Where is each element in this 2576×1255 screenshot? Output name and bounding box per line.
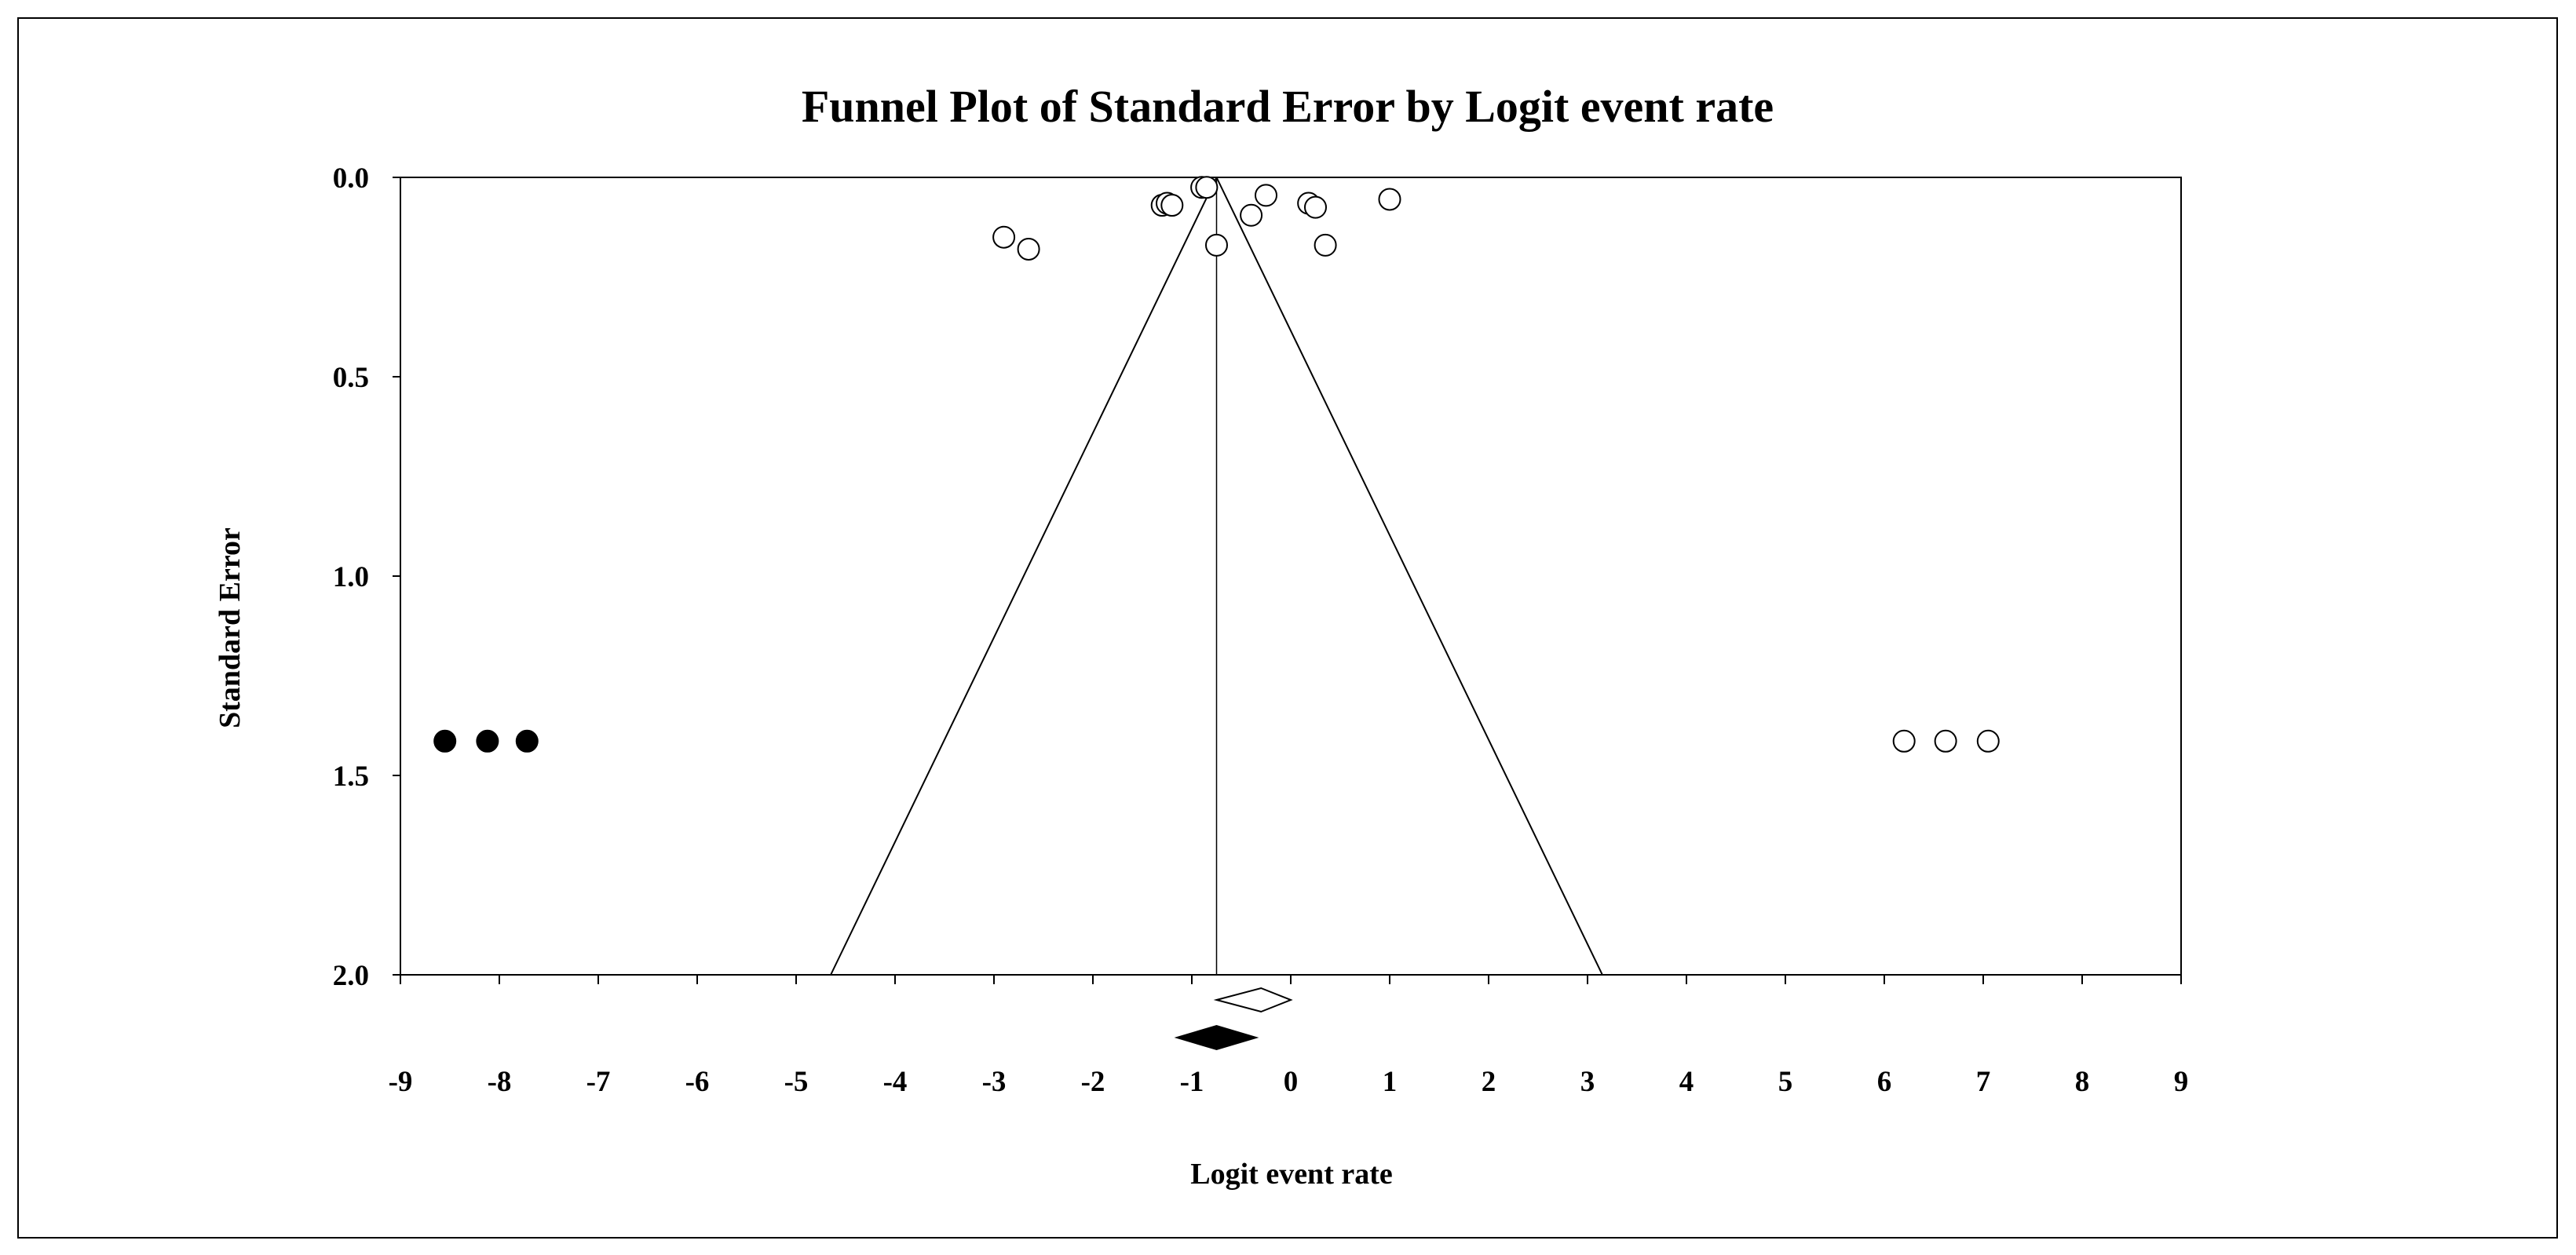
summary-diamond-observed [1213, 987, 1293, 1013]
x-tick-label: 0 [1284, 1066, 1299, 1098]
funnel-left-line [830, 177, 1218, 976]
x-tick-label: -9 [389, 1066, 413, 1098]
chart-title: Funnel Plot of Standard Error by Logit e… [802, 81, 1774, 132]
study-point [1378, 188, 1401, 211]
x-tick-label: -2 [1081, 1066, 1105, 1098]
x-tick-label: 9 [2174, 1066, 2189, 1098]
x-axis-label: Logit event rate [1190, 1158, 1392, 1191]
study-point [992, 225, 1016, 249]
study-point [1017, 237, 1040, 261]
study-point [1976, 729, 2000, 753]
imputed-study-point [515, 729, 539, 753]
figure-frame [17, 17, 2558, 1239]
y-tick-label: 1.5 [333, 761, 369, 793]
summary-diamond-adjusted [1174, 1024, 1259, 1051]
study-point [1195, 176, 1219, 199]
x-tick-label: 3 [1580, 1066, 1595, 1098]
x-tick-label: 7 [1976, 1066, 1991, 1098]
study-point [1255, 184, 1277, 207]
y-tick-label: 0.0 [333, 162, 369, 195]
x-tick-label: -3 [982, 1066, 1007, 1098]
y-tick-label: 0.5 [333, 362, 369, 394]
imputed-study-point [433, 729, 457, 753]
x-tick-label: -6 [685, 1066, 710, 1098]
x-tick-label: -8 [488, 1066, 512, 1098]
chart-marks: 0.0 0.5 1.0 1.5 2.0 -9 -8 -7 -6 -5 -4 -3 -2 -1 0 1 2 3 4 5 6… [333, 162, 2189, 1098]
x-tick-label: 2 [1482, 1066, 1496, 1098]
x-tick-label: -1 [1180, 1066, 1204, 1098]
x-tick-label: 4 [1679, 1066, 1694, 1098]
x-tick-label: 1 [1383, 1066, 1398, 1098]
study-point [1314, 233, 1337, 257]
x-tick-label: 6 [1877, 1066, 1892, 1098]
y-tick-label: 2.0 [333, 960, 369, 992]
y-axis-label: Standard Error [214, 527, 247, 728]
y-tick-label: 1.0 [333, 561, 369, 593]
study-point [1205, 233, 1228, 257]
funnel-right-line [1215, 177, 1603, 976]
x-tick-label: -5 [784, 1066, 809, 1098]
x-tick-label: -4 [883, 1066, 908, 1098]
x-tick-label: -7 [586, 1066, 611, 1098]
study-point [1934, 729, 1957, 753]
study-point [1892, 729, 1916, 753]
x-tick-label: 8 [2075, 1066, 2090, 1098]
study-point [1304, 195, 1327, 219]
plot-area [400, 177, 2182, 976]
study-point [1160, 194, 1184, 217]
imputed-study-point [476, 729, 499, 753]
x-tick-label: 5 [1778, 1066, 1793, 1098]
study-point [1240, 203, 1263, 227]
